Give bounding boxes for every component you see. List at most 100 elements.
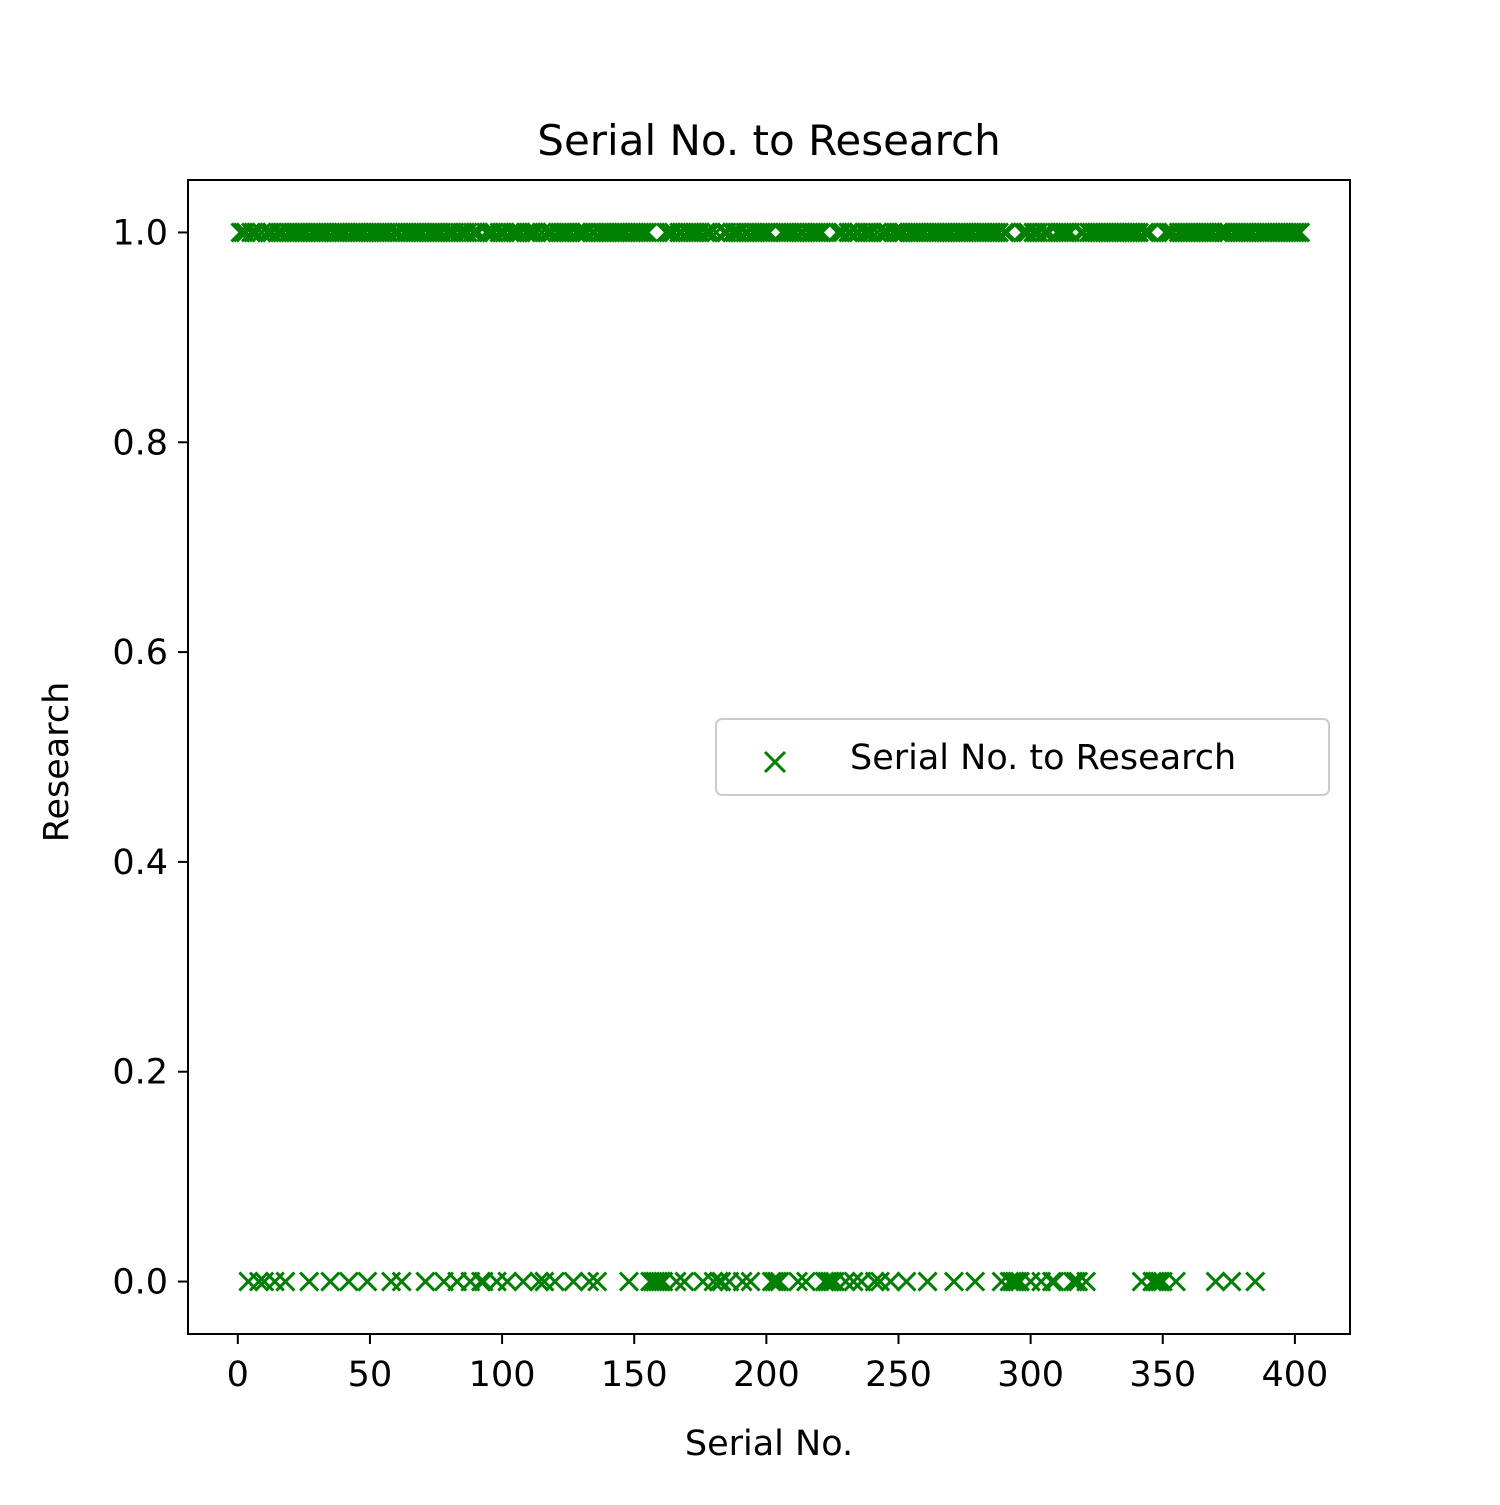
data-point (965, 1271, 986, 1292)
data-point (896, 1271, 917, 1292)
data-point (497, 1271, 518, 1292)
data-point (470, 1271, 492, 1292)
data-point (674, 1271, 695, 1292)
y-tick-label: 0.8 (112, 423, 168, 463)
data-point (764, 1271, 785, 1292)
data-point (1002, 1271, 1023, 1292)
data-point (753, 222, 774, 243)
data-point (756, 222, 777, 243)
data-point (994, 222, 1015, 243)
data-point (529, 1271, 550, 1292)
data-point (587, 1271, 608, 1292)
data-point (650, 1271, 671, 1292)
x-axis-label: Serial No. (685, 1424, 853, 1464)
data-point (1245, 1271, 1266, 1292)
data-point (1054, 222, 1076, 243)
data-point (843, 1271, 864, 1292)
data-point (1068, 1271, 1089, 1292)
data-point (917, 1271, 938, 1292)
data-point (880, 1271, 901, 1292)
data-point (769, 1271, 790, 1292)
data-point (513, 1271, 534, 1292)
data-point (788, 1271, 809, 1292)
data-point (943, 1271, 965, 1292)
data-point (806, 222, 827, 243)
data-point (864, 1271, 885, 1292)
y-axis-ticks: 0.0 0.2 0.4 0.6 0.8 1.0 (112, 213, 188, 1303)
data-point (761, 1271, 782, 1292)
x-tick-label: 200 (733, 1355, 800, 1395)
data-point (299, 1271, 320, 1292)
data-point (632, 222, 653, 243)
data-point (645, 1271, 666, 1292)
data-point (629, 222, 650, 243)
x-axis-ticks: 0 50 100 150 200 250 300 350 400 (227, 1334, 1328, 1395)
data-point (740, 1271, 761, 1292)
data-point (811, 222, 832, 243)
data-point (647, 1271, 669, 1292)
legend-x-marker (763, 750, 787, 774)
data-point (1076, 1271, 1097, 1292)
y-axis-label: Research (37, 682, 77, 843)
data-point (1041, 1271, 1062, 1292)
data-point (1052, 222, 1073, 243)
x-tick-label: 300 (997, 1355, 1064, 1395)
data-point (1139, 222, 1160, 243)
x-tick-label: 250 (865, 1355, 932, 1395)
data-point (637, 222, 658, 243)
y-tick-label: 0.2 (112, 1053, 168, 1093)
data-point (711, 1271, 732, 1292)
data-point (732, 1271, 753, 1292)
data-point (817, 1271, 838, 1292)
y-tick-label: 0.4 (112, 843, 168, 883)
data-point (275, 1271, 296, 1292)
data-point (835, 1271, 856, 1292)
x-tick-label: 0 (227, 1355, 249, 1395)
data-point (320, 1271, 341, 1292)
data-point (1144, 1271, 1165, 1292)
plot-area-frame (187, 179, 1351, 1335)
chart-title: Serial No. to Research (537, 116, 1000, 165)
data-point (1136, 222, 1157, 243)
data-point (1205, 1271, 1226, 1292)
data-point (634, 222, 655, 243)
data-point (1004, 1271, 1025, 1292)
x-tick-label: 50 (348, 1355, 393, 1395)
data-point (579, 1271, 600, 1292)
data-point (698, 222, 719, 243)
data-point (666, 1271, 687, 1292)
data-point (563, 1271, 584, 1292)
x-tick-label: 350 (1129, 1355, 1196, 1395)
data-point (1147, 1271, 1168, 1292)
data-point (1165, 1271, 1187, 1292)
data-point (1221, 1271, 1242, 1292)
data-point (809, 222, 830, 243)
legend-marker (763, 750, 787, 774)
data-point (766, 1271, 787, 1292)
y-tick-label: 0.6 (112, 633, 168, 673)
data-point (618, 1271, 639, 1292)
data-point (751, 222, 772, 243)
x-tick-label: 400 (1261, 1355, 1328, 1395)
legend: Serial No. to Research (715, 718, 1330, 796)
data-point (544, 1271, 566, 1292)
data-point (795, 1271, 817, 1292)
data-point (819, 1271, 840, 1292)
data-point (357, 1271, 378, 1292)
data-point (1284, 222, 1305, 243)
data-point (1282, 222, 1303, 243)
data-point (803, 222, 824, 243)
legend-box (715, 718, 1330, 796)
data-point (1150, 1271, 1171, 1292)
data-point (703, 1271, 724, 1292)
x-tick-label: 100 (469, 1355, 536, 1395)
x-tick-label: 150 (601, 1355, 668, 1395)
data-point (996, 222, 1017, 243)
data-point (1287, 222, 1308, 243)
y-tick-label: 0.0 (112, 1263, 168, 1303)
data-point (248, 1271, 270, 1292)
data-point (391, 1271, 412, 1292)
data-point (338, 1271, 359, 1292)
